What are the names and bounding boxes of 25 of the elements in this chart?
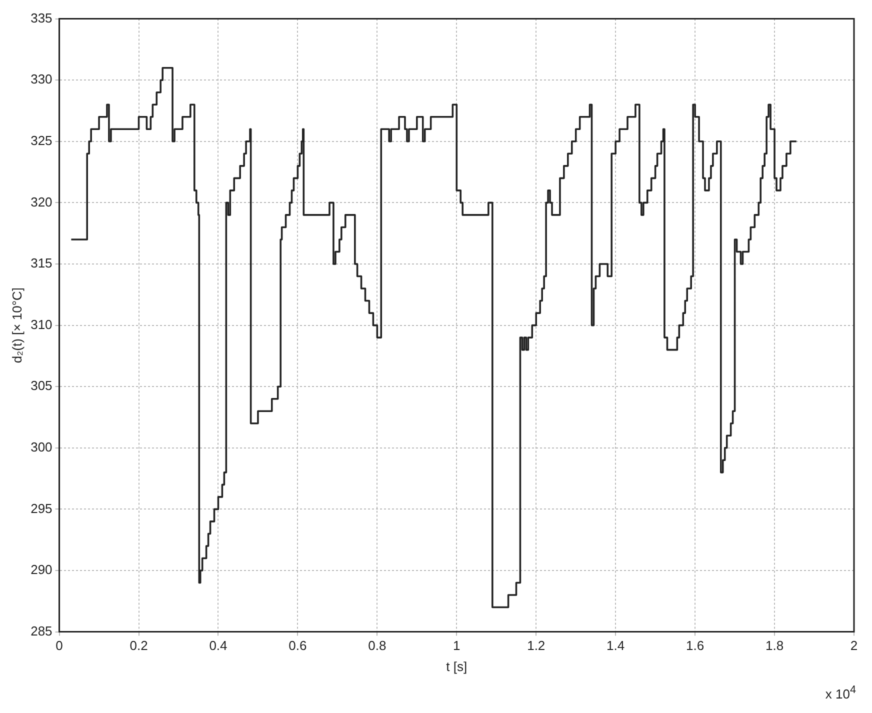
- y-tick-label: 290: [30, 562, 52, 578]
- x-tick-label: 0.2: [130, 638, 148, 654]
- y-tick-label: 300: [30, 439, 52, 454]
- y-axis-title: d₂(t) [× 10°C]: [9, 287, 24, 364]
- y-tick-label: 295: [30, 500, 52, 516]
- y-tick-label: 325: [30, 132, 52, 148]
- y-tick-label: 285: [30, 623, 52, 638]
- x-tick-label: 1.8: [765, 638, 784, 654]
- x-tick-label: 0.6: [288, 638, 307, 654]
- x-tick-label: 1: [453, 638, 460, 654]
- x-tick-label: 0: [56, 638, 63, 654]
- y-tick-label: 335: [30, 10, 52, 26]
- y-tick-label: 320: [30, 194, 52, 210]
- y-tick-label: 305: [30, 378, 52, 394]
- x-tick-label: 1.2: [527, 638, 546, 654]
- x-tick-label: 1.6: [686, 638, 704, 654]
- x-tick-label: 0.8: [368, 638, 386, 654]
- x-axis-title: t [s]: [446, 658, 468, 674]
- x-tick-label: 0.4: [209, 638, 228, 654]
- x-tick-label: 2: [850, 638, 858, 654]
- y-tick-label: 330: [30, 72, 52, 87]
- y-tick-label: 310: [30, 316, 52, 332]
- x-tick-label: 1.4: [606, 638, 625, 654]
- text: x 10$^{4}$: [825, 684, 856, 701]
- y-tick-label: 315: [30, 256, 52, 271]
